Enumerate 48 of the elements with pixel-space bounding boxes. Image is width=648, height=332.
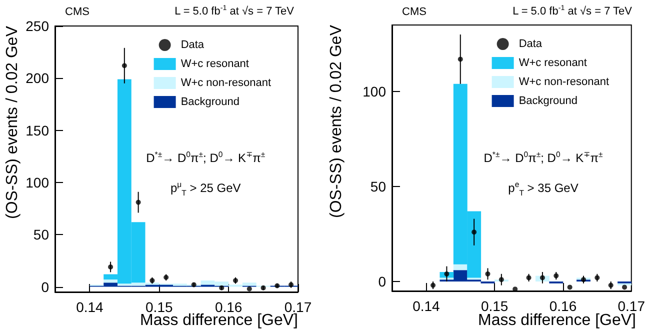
bar [453, 264, 468, 270]
x-tick-label: 0.15 [480, 298, 508, 314]
x-tick-label: 0.17 [618, 298, 646, 314]
x-tick-label: 0.15 [146, 299, 173, 315]
point [498, 277, 504, 282]
annotation: p$^{e}$$_{T}$ > 35 GeV [507, 180, 580, 198]
legend-label: Data [180, 39, 205, 51]
x-axis-title: Mass difference [GeV] [140, 312, 298, 330]
y-axis-title: (OS-SS) events / 0.02 GeV [328, 25, 346, 220]
legend-label: Background [180, 96, 240, 108]
chart-title: CMS [402, 6, 426, 18]
point [622, 284, 628, 290]
x-tick-label: 0.16 [549, 298, 577, 314]
bar [104, 279, 118, 283]
point [246, 286, 252, 292]
chart-title: CMS [65, 6, 90, 18]
chart-subtitle: L = 5.0 fb$^{-1}$ at √s = 7 TeV [512, 4, 632, 18]
y-tick-label: 0 [378, 274, 386, 290]
legend-label: Background [518, 95, 578, 107]
text: D$^{*±}$→ D$^{0}$π$^{±}$; D$^{0}$→ K$^{∓}$π$^{±}$ [146, 150, 266, 165]
point [567, 284, 572, 290]
point [472, 230, 477, 235]
y-tick-label: 200 [26, 70, 50, 86]
y-tick-label: 100 [26, 174, 50, 190]
text: D$^{*±}$→ D$^{0}$π$^{±}$; D$^{0}$→ K$^{∓}$π$^{±}$ [484, 150, 603, 165]
y-axis-title: (OS-SS) events / 0.02 GeV [4, 26, 22, 221]
legend-label: Data [518, 38, 543, 50]
point [136, 200, 141, 205]
y-tick-label: 100 [362, 84, 386, 100]
legend-label: W+c non-resonant [180, 77, 271, 89]
x-tick-label: 0.16 [214, 299, 242, 315]
y-tick-label: 50 [33, 226, 50, 243]
y-tick-label: 50 [370, 178, 386, 194]
y-tick-label: 250 [26, 18, 50, 34]
legend-label: W+c non-resonant [518, 76, 609, 88]
x-tick-label: 0.14 [412, 298, 440, 314]
point [458, 56, 463, 62]
legend-label: W+c resonant [518, 57, 587, 69]
y-tick-label: 150 [26, 122, 50, 138]
point [485, 271, 490, 276]
x-axis-title: Mass difference [GeV] [478, 312, 636, 330]
legend-label: W+c resonant [180, 58, 249, 70]
annotation: p$^{μ}$$_{T}$ > 25 GeV [169, 180, 242, 198]
y-tick-label: 0 [41, 278, 50, 295]
point [108, 264, 114, 270]
point [122, 63, 127, 68]
chart-subtitle: L = 5.0 fb$^{-1}$ at √s = 7 TeV [174, 4, 294, 18]
x-tick-label: 0.14 [76, 299, 104, 315]
